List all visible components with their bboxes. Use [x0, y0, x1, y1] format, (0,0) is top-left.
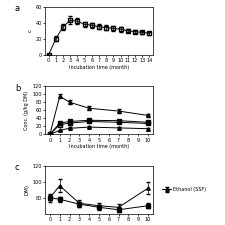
Y-axis label: DM): DM) [24, 184, 29, 195]
Text: a: a [15, 4, 20, 13]
X-axis label: Incubation time (month): Incubation time (month) [69, 144, 129, 149]
Legend: Ethanol (SSF): Ethanol (SSF) [160, 185, 208, 194]
X-axis label: Incubation time (month): Incubation time (month) [69, 65, 129, 70]
Y-axis label: c: c [27, 29, 32, 32]
Text: c: c [15, 163, 19, 172]
Y-axis label: Conc. (g/kg DM): Conc. (g/kg DM) [24, 91, 29, 130]
Text: b: b [15, 84, 20, 93]
